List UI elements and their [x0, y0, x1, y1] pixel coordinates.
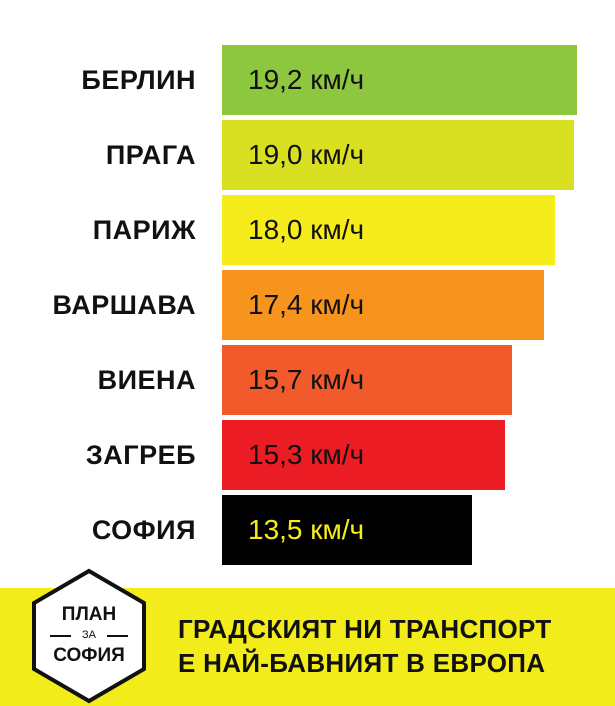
headline-line-1: ГРАДСКИЯТ НИ ТРАНСПОРТ	[178, 614, 552, 644]
hexagon-icon	[32, 568, 146, 704]
bar: 19,2 км/ч	[222, 45, 577, 115]
bar: 19,0 км/ч	[222, 120, 574, 190]
value-label: 18,0 км/ч	[248, 214, 365, 245]
value-label: 15,3 км/ч	[248, 439, 365, 470]
logo-word-sofia: СОФИЯ	[53, 645, 125, 666]
value-label: 17,4 км/ч	[248, 289, 365, 320]
bar-chart: БЕРЛИН 19,2 км/ч ПРАГА 19,0 км/ч ПАРИЖ 18,0 к…	[52, 45, 577, 565]
plan-za-sofia-logo: ПЛАН ЗА СОФИЯ	[30, 568, 148, 704]
bar: 18,0 км/ч	[222, 195, 555, 265]
bar: 13,5 км/ч	[222, 495, 472, 565]
category-label: СОФИЯ	[91, 515, 196, 545]
value-label: 19,2 км/ч	[248, 64, 365, 95]
logo-word-za: ЗА	[82, 629, 96, 641]
value-label: 19,0 км/ч	[248, 139, 365, 170]
footer-banner: ПЛАН ЗА СОФИЯ ГРАДСКИЯТ НИ ТРАНСПОРТ Е Н…	[0, 568, 615, 706]
value-label: 13,5 км/ч	[248, 514, 365, 545]
headline-line-2: Е НАЙ-БАВНИЯТ В ЕВРОПА	[178, 648, 546, 678]
logo-word-plan: ПЛАН	[61, 604, 117, 625]
category-label: ПАРИЖ	[92, 215, 196, 245]
category-label: ВИЕНА	[97, 365, 196, 395]
headline: ГРАДСКИЯТ НИ ТРАНСПОРТ Е НАЙ-БАВНИЯТ В Е…	[178, 612, 598, 680]
category-label: ВАРШАВА	[52, 290, 196, 320]
bar: 15,7 км/ч	[222, 345, 512, 415]
category-label: ПРАГА	[105, 140, 196, 170]
bar: 15,3 км/ч	[222, 420, 505, 490]
category-label: БЕРЛИН	[81, 65, 196, 95]
category-label: ЗАГРЕБ	[85, 440, 196, 470]
bar: 17,4 км/ч	[222, 270, 544, 340]
value-label: 15,7 км/ч	[248, 364, 365, 395]
